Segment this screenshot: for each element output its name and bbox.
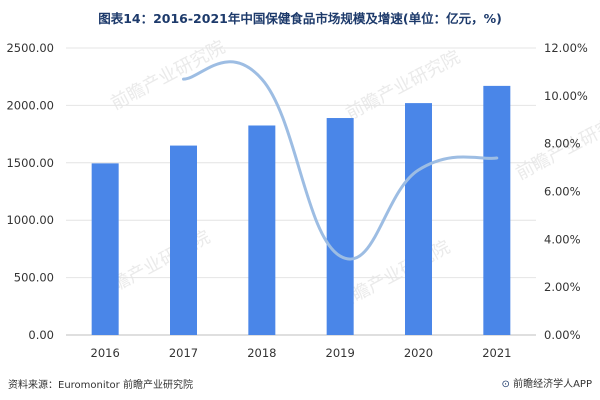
right-tick-label: 2.00%: [544, 280, 581, 294]
bar-series: [91, 85, 511, 336]
right-tick-label: 6.00%: [544, 185, 581, 199]
bar-2016: [91, 163, 119, 335]
x-tick-label: 2021: [482, 346, 511, 360]
bar-2018: [248, 125, 276, 336]
x-tick-label: 2019: [326, 346, 355, 360]
growth-rate-line: [182, 60, 499, 261]
x-tick-label: 2016: [91, 346, 120, 360]
chart-title: 图表14：2016-2021年中国保健食品市场规模及增速(单位：亿元，%): [98, 11, 502, 26]
right-axis-ticks: 0.00% 2.00% 4.00% 6.00% 8.00% 10.00% 12.00%: [544, 41, 588, 342]
x-tick-label: 2020: [404, 346, 433, 360]
watermark-text: 前瞻产业研究院: [342, 47, 463, 125]
left-tick-label: 1000.00: [6, 213, 54, 227]
left-axis-ticks: 0.00 500.00 1000.00 1500.00 2000.00 2500.00: [6, 41, 54, 342]
left-tick-label: 2000.00: [6, 98, 54, 112]
bar-2020: [405, 103, 432, 335]
source-note: 资料来源：Euromonitor 前瞻产业研究院: [8, 380, 193, 391]
left-tick-label: 1500.00: [6, 156, 54, 170]
brand-name: 前瞻经济学人APP: [513, 379, 592, 390]
bar-2019: [326, 118, 354, 335]
bar-2017: [170, 145, 197, 335]
left-tick-label: 0.00: [28, 328, 54, 342]
right-tick-label: 4.00%: [544, 232, 581, 246]
left-tick-label: 500.00: [14, 271, 54, 285]
line-series: [182, 60, 499, 261]
right-tick-label: 0.00%: [544, 328, 581, 342]
bar-2021: [483, 85, 511, 335]
right-tick-label: 12.00%: [544, 41, 588, 55]
x-tick-label: 2018: [247, 346, 276, 360]
gridlines: [66, 47, 536, 336]
x-axis-ticks: 2016 2017 2018 2019 2020 2021: [91, 346, 512, 360]
brand-logo: ⊙ 前瞻经济学人APP: [502, 375, 592, 390]
x-tick-label: 2017: [169, 346, 198, 360]
left-tick-label: 2500.00: [6, 41, 54, 55]
right-tick-label: 10.00%: [544, 89, 588, 103]
brand-logo-icon: ⊙: [501, 379, 510, 390]
right-tick-label: 8.00%: [544, 137, 581, 151]
